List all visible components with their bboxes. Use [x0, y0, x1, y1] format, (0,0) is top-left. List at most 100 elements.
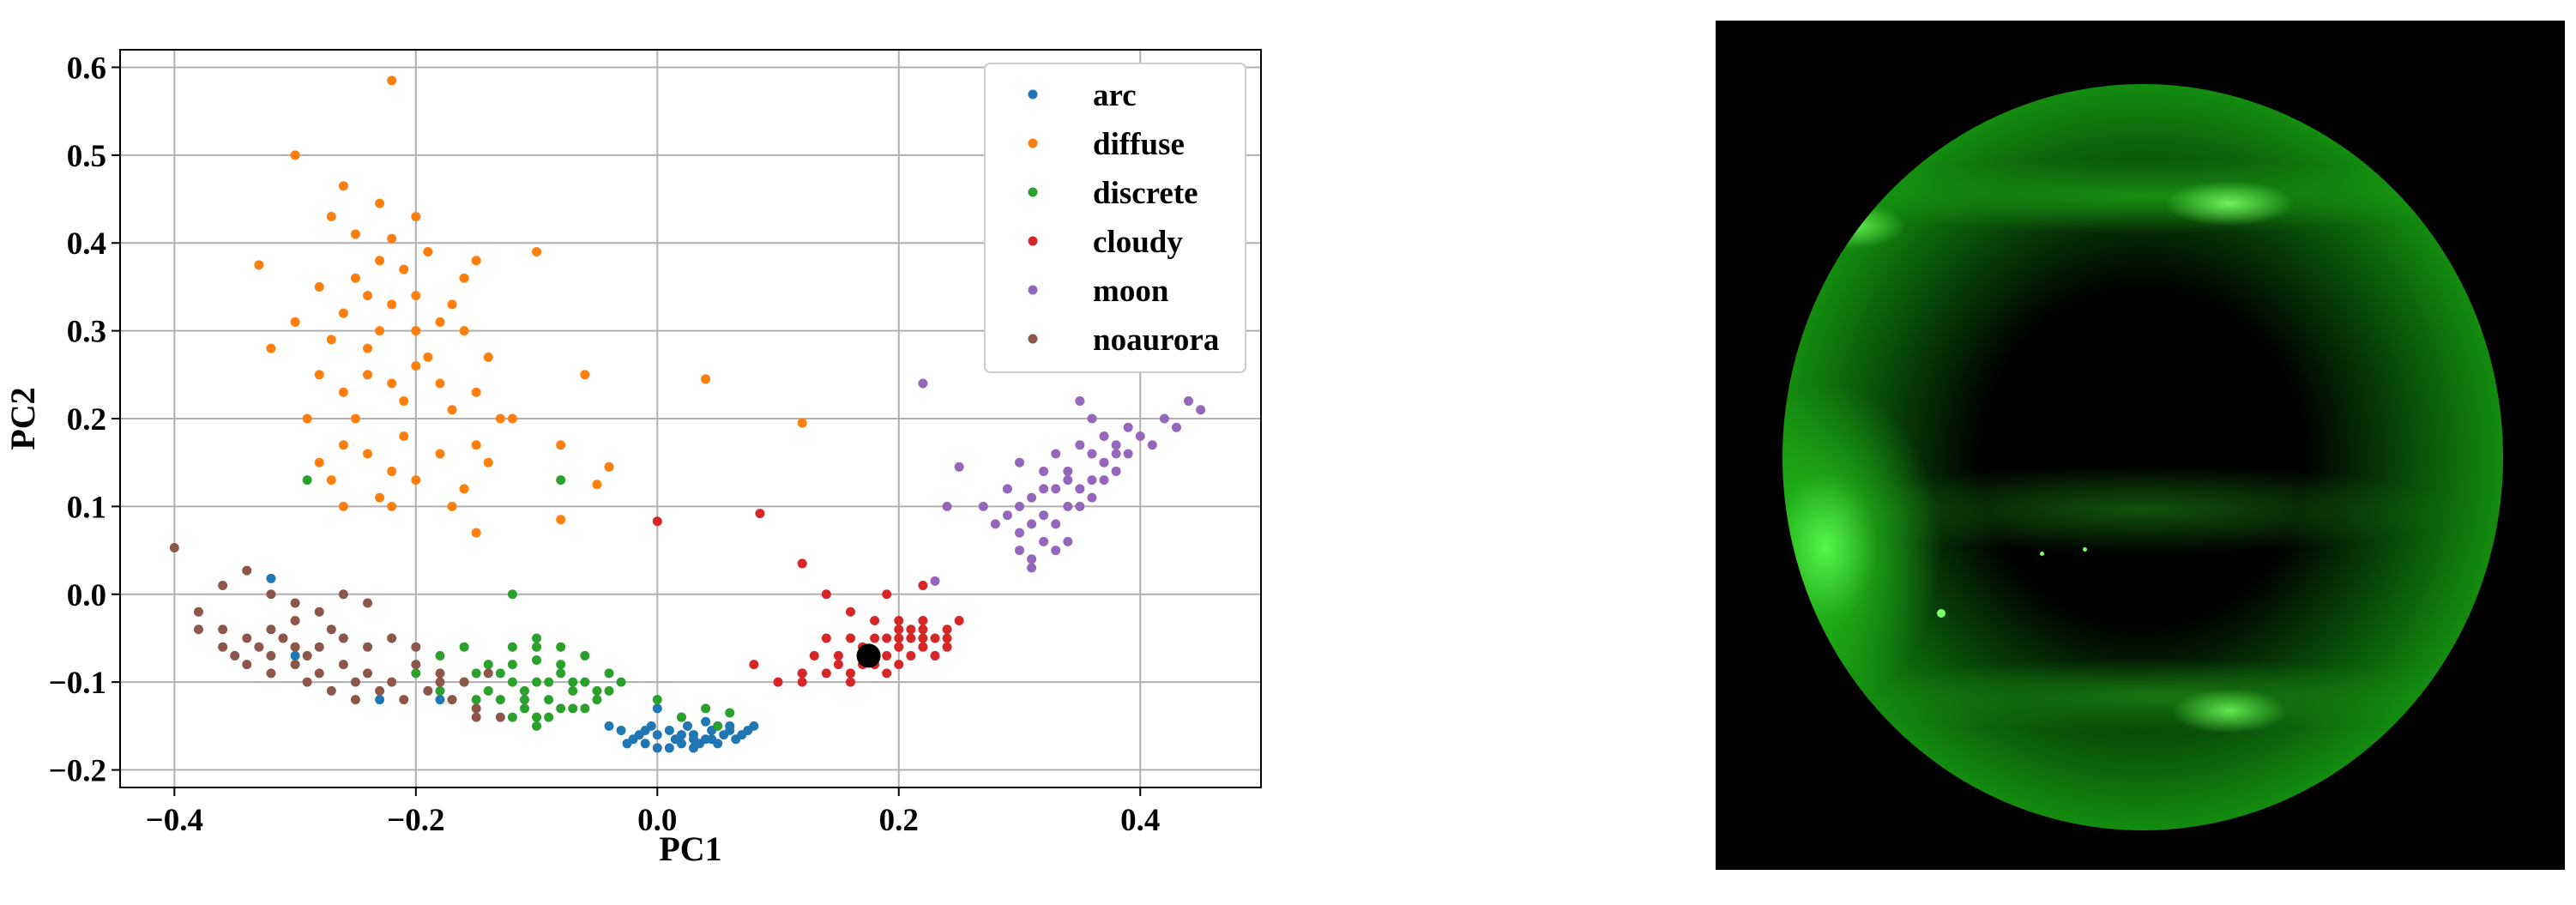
point-diffuse — [411, 475, 421, 486]
y-tick-label: 0.4 — [67, 226, 106, 262]
point-noaurora — [266, 589, 276, 600]
scatter-chart: −0.4 −0.2 0.0 0.2 0.4 −0.2 −0.1 0.0 0.1 0.2 0.3 0.4… — [3, 49, 1262, 868]
point-moon — [978, 501, 988, 511]
point-cloudy — [833, 660, 843, 670]
point-moon — [1063, 501, 1073, 511]
point-discrete — [532, 721, 542, 731]
point-noaurora — [399, 695, 409, 705]
legend-label-cloudy: cloudy — [1093, 225, 1183, 260]
point-moon — [1039, 484, 1049, 494]
point-noaurora — [266, 624, 276, 635]
point-discrete — [471, 668, 481, 679]
point-diffuse — [580, 370, 590, 380]
point-discrete — [532, 712, 542, 722]
point-arc — [682, 721, 692, 731]
point-diffuse — [387, 299, 397, 310]
point-arc — [652, 743, 662, 753]
legend-marker-arc — [1028, 89, 1038, 100]
point-noaurora — [495, 712, 505, 722]
point-diffuse — [604, 462, 614, 472]
y-tick-label: −0.2 — [49, 754, 106, 789]
point-cloudy — [833, 650, 843, 661]
point-arc — [640, 725, 650, 735]
point-arc — [689, 743, 699, 753]
point-discrete — [302, 475, 312, 486]
point-discrete — [495, 695, 505, 705]
x-axis-label: PC1 — [659, 830, 721, 868]
point-diffuse — [375, 256, 385, 266]
point-noaurora — [242, 633, 252, 643]
point-moon — [1135, 431, 1145, 441]
point-moon — [930, 576, 940, 586]
point-moon — [1015, 457, 1025, 468]
point-moon — [1002, 510, 1012, 521]
axis-ticks: −0.4 −0.2 0.0 0.2 0.4 −0.2 −0.1 0.0 0.1 0.2 0.3 0.4… — [49, 51, 1161, 838]
point-diffuse — [338, 181, 348, 191]
point-discrete — [507, 712, 517, 722]
point-diffuse — [471, 256, 481, 266]
point-diffuse — [302, 413, 312, 424]
point-diffuse — [411, 291, 421, 301]
point-discrete — [507, 660, 517, 670]
point-diffuse — [435, 317, 445, 327]
point-diffuse — [266, 343, 276, 353]
point-noaurora — [326, 685, 336, 696]
point-diffuse — [459, 273, 469, 283]
point-diffuse — [338, 501, 348, 511]
point-noaurora — [471, 703, 481, 714]
legend-marker-moon — [1028, 285, 1038, 295]
point-discrete — [580, 677, 590, 687]
point-noaurora — [169, 543, 179, 552]
point-discrete — [495, 668, 505, 679]
point-discrete — [592, 695, 602, 705]
point-diffuse — [363, 291, 373, 301]
point-diffuse — [447, 405, 457, 415]
point-diffuse — [483, 457, 493, 468]
point-cloudy — [894, 660, 904, 670]
point-diffuse — [447, 501, 457, 511]
point-noaurora — [387, 633, 397, 643]
point-moon — [1075, 484, 1085, 494]
point-diffuse — [254, 260, 264, 270]
point-discrete — [676, 712, 686, 722]
legend-label-diffuse: diffuse — [1093, 127, 1185, 162]
point-cloudy — [894, 642, 904, 652]
point-cloudy — [882, 633, 892, 643]
point-cloudy — [930, 633, 940, 643]
point-noaurora — [363, 668, 373, 679]
legend-label-arc: arc — [1093, 78, 1137, 113]
point-discrete — [471, 695, 481, 705]
point-cloudy — [809, 650, 819, 661]
point-cloudy — [906, 650, 916, 661]
point-diffuse — [290, 150, 300, 160]
point-cloudy — [930, 650, 940, 661]
legend-label-noaurora: noaurora — [1093, 323, 1219, 358]
point-diffuse — [363, 343, 373, 353]
point-discrete — [616, 677, 626, 687]
point-moon — [1027, 519, 1037, 529]
point-cloudy — [845, 606, 855, 617]
legend-marker-noaurora — [1028, 334, 1038, 344]
highlighted-sample-point — [856, 643, 881, 668]
point-arc — [731, 734, 741, 745]
point-moon — [1051, 484, 1061, 494]
point-arc — [743, 725, 753, 735]
point-noaurora — [459, 677, 469, 687]
point-arc — [664, 725, 674, 735]
point-moon — [1051, 519, 1061, 529]
point-cloudy — [942, 642, 952, 652]
point-diffuse — [338, 440, 348, 450]
point-cloudy — [821, 589, 831, 600]
point-discrete — [411, 668, 421, 679]
point-arc — [652, 730, 662, 740]
point-diffuse — [532, 246, 542, 256]
point-noaurora — [218, 581, 228, 591]
point-moon — [1075, 396, 1085, 407]
point-cloudy — [918, 633, 928, 643]
point-moon — [1002, 484, 1012, 494]
point-arc — [719, 730, 729, 740]
point-moon — [1171, 422, 1181, 432]
point-noaurora — [302, 677, 312, 687]
point-diffuse — [459, 326, 469, 336]
point-arc — [689, 734, 699, 745]
